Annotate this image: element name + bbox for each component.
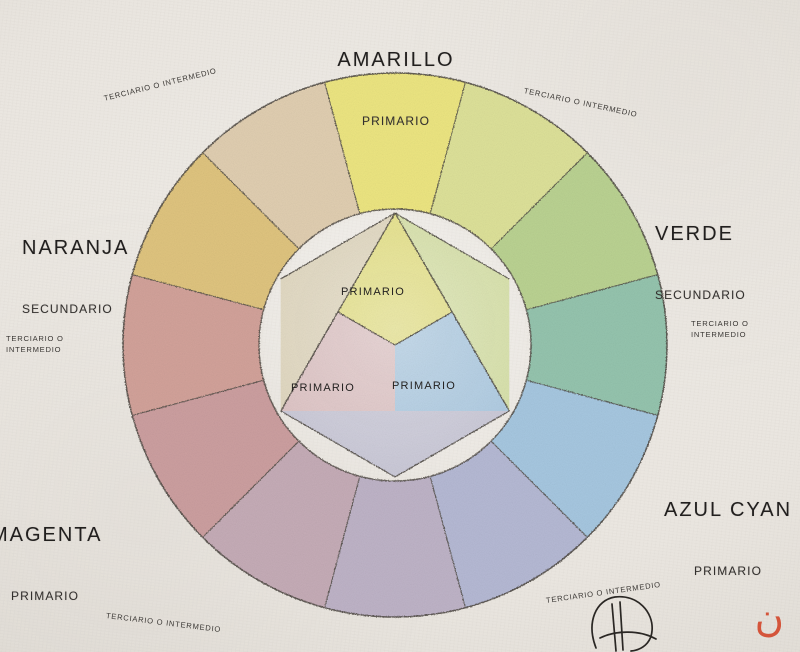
outer-segment-naranja-amarillo (202, 82, 360, 249)
segment-divider (133, 379, 263, 416)
outer-segment-verde-cyan (526, 274, 667, 416)
outer-segment-amarillo-verdoso (430, 82, 588, 249)
label-magenta-main: MAGENTA (0, 524, 103, 546)
outer-circle (122, 72, 668, 618)
tertiary-label-left: TERCIARIO O INTERMEDIO (6, 334, 64, 354)
segment-divider (527, 274, 657, 311)
segment-divider (491, 441, 587, 537)
outer-segment-magenta (132, 380, 299, 538)
label-verde: VERDE SECUNDARIO (655, 182, 746, 323)
label-magenta: MAGENTA PRIMARIO (0, 483, 103, 624)
label-verde-main: VERDE (655, 223, 734, 245)
segment-divider (324, 477, 361, 607)
inner-outline (337, 311, 396, 346)
inner-outline (280, 410, 396, 478)
watermark-glyph: ن (754, 595, 784, 641)
outer-segment-naranja (132, 152, 299, 310)
inner-outline (394, 311, 453, 346)
segment-divider (203, 441, 299, 537)
outer-segment-violeta-magenta (202, 441, 360, 608)
label-naranja-main: NARANJA (22, 237, 130, 259)
segment-divider (429, 477, 466, 607)
segment-divider (324, 83, 361, 213)
label-azul-cyan: AZUL CYAN PRIMARIO (664, 458, 792, 599)
inner-outline (394, 410, 510, 478)
outer-segment-magenta-rojo (123, 274, 264, 416)
segment-divider (133, 274, 263, 311)
outer-segment-verde (491, 152, 658, 310)
outer-segment-azul-cyan (491, 380, 658, 538)
inner-circle (258, 208, 532, 482)
label-azul-cyan-main: AZUL CYAN (664, 499, 793, 521)
handwritten-signature (591, 595, 657, 652)
label-naranja-sub: SECUNDARIO (22, 302, 113, 316)
outer-segment-amarillo (324, 73, 466, 214)
tertiary-label-right: TERCIARIO O INTERMEDIO (691, 319, 749, 339)
label-magenta-sub: PRIMARIO (11, 589, 79, 603)
inner-caption-primario-cyan: PRIMARIO (392, 380, 457, 392)
outer-segment-violeta (324, 476, 466, 617)
label-verde-sub: SECUNDARIO (655, 288, 746, 302)
label-amarillo-main: AMARILLO (337, 49, 455, 71)
outer-segment-azul-violeta (430, 441, 588, 608)
inner-outline (280, 212, 396, 280)
label-amarillo: AMARILLO PRIMARIO (321, 8, 471, 149)
label-azul-cyan-sub: PRIMARIO (694, 564, 762, 578)
inner-caption-primario-amarillo: PRIMARIO (341, 286, 406, 298)
pencil-outlines (122, 72, 668, 618)
label-naranja: NARANJA SECUNDARIO (22, 196, 129, 337)
segment-divider (203, 153, 299, 249)
outer-ring-segments (123, 73, 667, 617)
inner-outline (394, 212, 510, 280)
label-amarillo-sub: PRIMARIO (362, 114, 430, 128)
segment-divider (527, 379, 657, 416)
inner-caption-primario-magenta: PRIMARIO (291, 382, 356, 394)
segment-divider (491, 153, 587, 249)
segment-divider (429, 83, 466, 213)
